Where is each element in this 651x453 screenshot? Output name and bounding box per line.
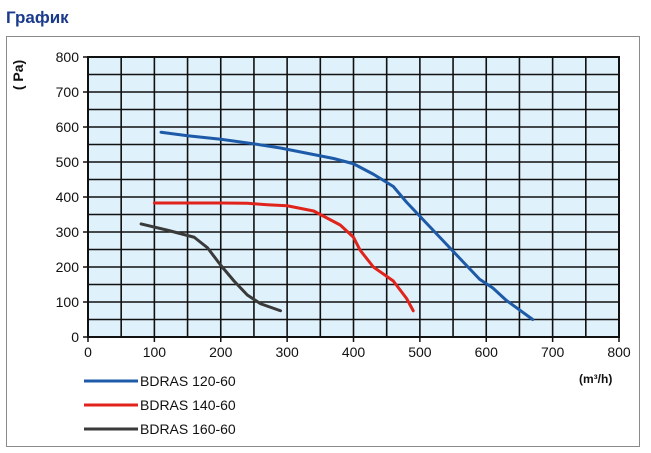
y-tick-label: 300 xyxy=(56,224,80,240)
x-tick-label: 100 xyxy=(143,344,167,360)
series-line xyxy=(139,222,282,313)
y-tick-label: 200 xyxy=(56,259,80,275)
x-tick-label: 200 xyxy=(209,344,233,360)
series-lines xyxy=(139,130,535,321)
legend-label: BDRAS 160-60 xyxy=(140,421,236,437)
grid xyxy=(87,56,620,338)
y-tick-label: 400 xyxy=(56,189,80,205)
x-tick-label: 700 xyxy=(541,344,565,360)
series-line xyxy=(152,201,415,313)
x-tick-label: 400 xyxy=(342,344,366,360)
chart-frame xyxy=(6,36,640,447)
legend-label: BDRAS 140-60 xyxy=(140,397,236,413)
x-tick-label: 600 xyxy=(475,344,499,360)
y-tick-label: 800 xyxy=(56,49,80,65)
page-title: График xyxy=(6,8,69,27)
legend: BDRAS 120-60 BDRAS 140-60 BDRAS 160-60 xyxy=(84,373,236,437)
x-tick-label: 800 xyxy=(607,344,631,360)
y-tick-label: 700 xyxy=(56,84,80,100)
x-tick-label: 0 xyxy=(84,344,92,360)
y-tick-label: 0 xyxy=(71,329,79,345)
y-tick-label: 500 xyxy=(56,154,80,170)
x-axis-label: (m³/h) xyxy=(579,372,612,386)
x-tick-label: 300 xyxy=(275,344,299,360)
y-tick-label: 100 xyxy=(56,294,80,310)
x-tick-label: 500 xyxy=(408,344,432,360)
legend-label: BDRAS 120-60 xyxy=(140,373,236,389)
series-line xyxy=(159,130,535,321)
y-axis-label: ( Pa) xyxy=(10,60,26,90)
y-tick-label: 600 xyxy=(56,119,80,135)
axes: 0 100 200 300 400 500 600 700 800 0 100 200 300 400 50… xyxy=(56,49,631,360)
